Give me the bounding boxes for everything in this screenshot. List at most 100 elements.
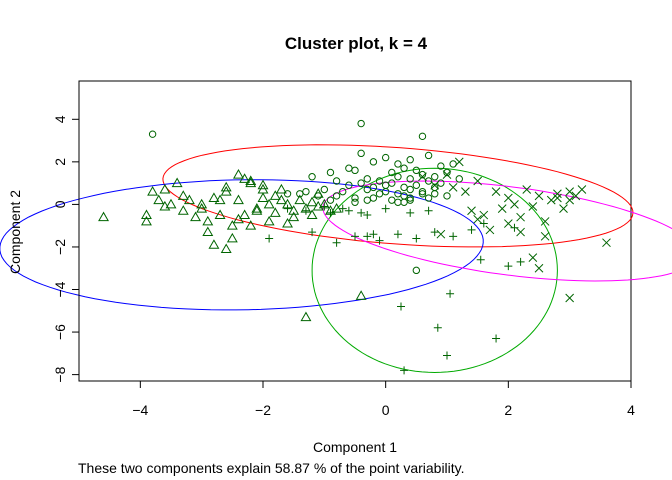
cluster-1-point	[375, 190, 384, 198]
cluster-2-point	[208, 192, 220, 202]
cluster-4-point	[503, 219, 513, 228]
cluster-2-point	[288, 211, 300, 222]
cluster-2-point	[257, 183, 269, 194]
cluster-2-point	[159, 200, 171, 211]
x-tick-label: 0	[382, 402, 390, 418]
cluster-4-point	[528, 202, 538, 211]
cluster-3-point	[400, 366, 409, 375]
cluster-1-point	[418, 132, 427, 141]
cluster-1-point	[418, 187, 427, 196]
cluster-4-ellipse	[322, 180, 672, 282]
cluster-4-point	[534, 191, 544, 201]
cluster-1-point	[424, 194, 433, 202]
cluster-1-point	[320, 185, 329, 194]
cluster-4-point	[546, 195, 556, 205]
cluster-1-point	[369, 183, 378, 192]
cluster-1-point	[412, 181, 421, 189]
cluster-1-point	[431, 190, 439, 198]
cluster-1-point	[345, 164, 353, 172]
y-tick-label: 0	[52, 200, 68, 208]
cluster-3-point	[351, 232, 359, 241]
cluster-1-point	[381, 153, 390, 162]
y-axis-label: Component 2	[7, 190, 23, 274]
cluster-2-point	[306, 196, 318, 207]
cluster-2-point	[214, 209, 226, 219]
cluster-2-point	[288, 205, 300, 215]
cluster-1-point	[388, 179, 396, 187]
cluster-2-point	[141, 209, 152, 219]
cluster-3-point	[479, 219, 488, 228]
cluster-3-point	[449, 232, 458, 241]
cluster-3-point	[412, 234, 421, 243]
cluster-3-point	[424, 206, 433, 215]
cluster-4-point	[448, 183, 458, 192]
cluster-2-point	[98, 211, 109, 222]
y-tick-label: 2	[52, 158, 68, 166]
cluster-4-point	[479, 210, 489, 220]
cluster-3-point	[381, 204, 390, 213]
cluster-1-point	[406, 175, 414, 183]
cluster-2-point	[233, 169, 244, 179]
cluster-4-point	[534, 263, 544, 273]
cluster-1-point	[357, 119, 365, 128]
cluster-3-point	[332, 238, 341, 247]
cluster-1-point	[388, 168, 396, 177]
cluster-1-point	[406, 156, 414, 164]
cluster-2-point	[190, 211, 201, 222]
cluster-2-point	[226, 232, 238, 243]
cluster-2-ellipse	[0, 179, 484, 311]
cluster-3-point	[326, 208, 335, 217]
cluster-1-point	[400, 192, 408, 200]
cluster-1-point	[418, 170, 427, 179]
cluster-1-point	[351, 166, 359, 175]
cluster-3-point	[363, 232, 372, 241]
cluster-2-point	[239, 209, 251, 219]
cluster-2-point	[263, 215, 275, 226]
cluster-2-point	[214, 194, 226, 205]
cluster-2-point	[226, 220, 238, 230]
cluster-2-point	[233, 213, 244, 224]
cluster-2-point	[177, 190, 189, 200]
cluster-4-point	[516, 227, 525, 237]
cluster-points	[98, 119, 611, 375]
cluster-1-ellipse	[162, 144, 634, 248]
cluster-4-point	[559, 204, 568, 214]
x-tick-label: 2	[504, 402, 512, 418]
cluster-1-point	[400, 198, 408, 206]
cluster-3-point	[504, 262, 513, 271]
cluster-3-point	[338, 204, 347, 213]
chart-title: Cluster plot, k = 4	[285, 34, 428, 53]
cluster-4-point	[491, 187, 501, 196]
cluster-1-point	[326, 196, 335, 204]
cluster-1-point	[418, 190, 427, 198]
cluster-2-point	[208, 239, 220, 249]
cluster-3-point	[510, 223, 519, 232]
cluster-1-point	[345, 181, 353, 189]
cluster-3-point	[467, 225, 476, 234]
cluster-4-point	[516, 212, 525, 222]
cluster-2-point	[171, 177, 183, 188]
cluster-4-point	[442, 170, 452, 179]
cluster-1-point	[381, 187, 390, 196]
cluster-3-point	[375, 236, 384, 245]
cluster-4-point	[565, 293, 575, 303]
y-tick-label: −8	[52, 366, 68, 382]
cluster-1-point	[449, 160, 457, 168]
cluster-1-point	[443, 168, 451, 177]
cluster-1-point	[406, 194, 414, 202]
cluster-1-point	[332, 177, 341, 185]
cluster-3-point	[516, 257, 525, 266]
cluster-1-point	[369, 194, 378, 202]
cluster-2-point	[202, 215, 214, 226]
cluster-1-point	[302, 187, 310, 196]
cluster-2-point	[245, 175, 257, 185]
cluster-1-point	[351, 198, 359, 206]
cluster-4-point	[461, 187, 470, 196]
cluster-2-point	[196, 203, 208, 213]
cluster-3-point	[430, 228, 439, 237]
cluster-2-point	[159, 183, 171, 194]
cluster-1-point	[357, 149, 365, 158]
cluster-4-point	[418, 172, 427, 182]
cluster-3-point	[301, 206, 310, 215]
cluster-2-point	[251, 205, 263, 215]
